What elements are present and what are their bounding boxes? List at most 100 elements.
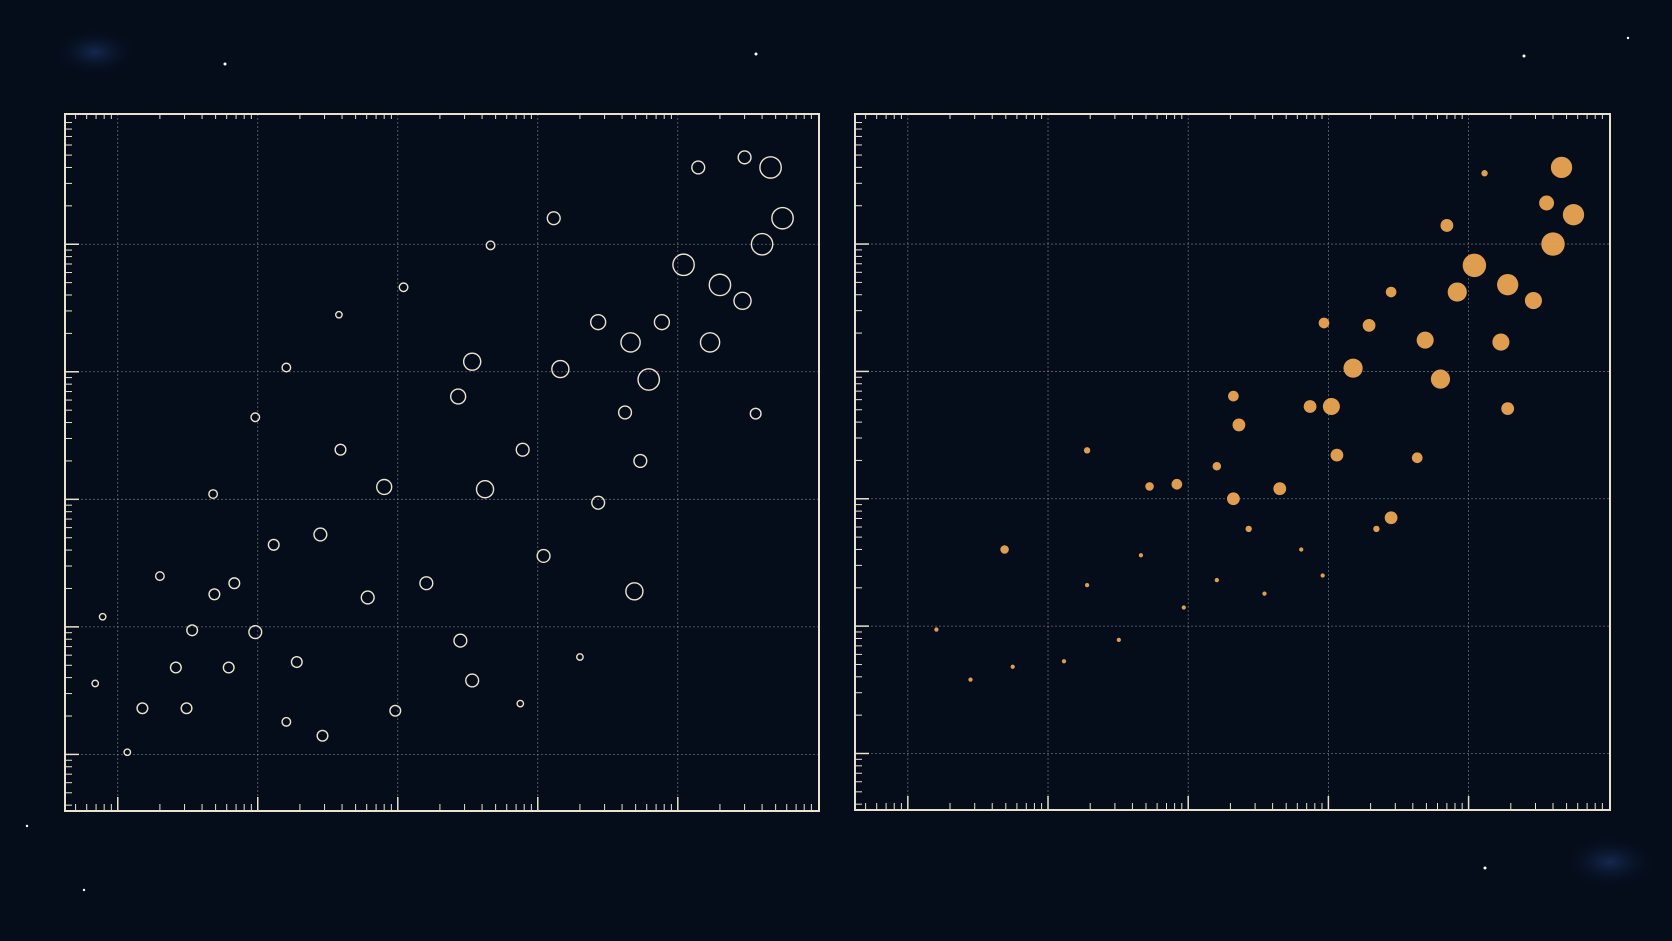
point [1083,447,1091,454]
point [749,407,762,420]
point [699,332,721,353]
point [1562,204,1585,226]
plot [854,113,1611,811]
point [934,627,939,632]
point [180,702,193,715]
point [1318,317,1330,329]
point [1362,318,1376,332]
point [1061,659,1067,664]
point [1145,482,1154,491]
point [576,653,584,661]
point [376,478,393,496]
point [453,633,468,648]
point [1116,637,1121,643]
point [1384,511,1398,525]
point [1462,253,1487,278]
point [771,206,794,230]
point [485,240,496,251]
point [551,359,570,379]
point [169,661,182,674]
point [1497,273,1519,296]
plot-frame [64,113,820,812]
point [1373,525,1380,533]
point [91,679,100,688]
point [462,352,482,371]
point [465,673,480,688]
point [136,702,149,715]
point [1411,452,1423,464]
point [733,291,752,311]
point [290,656,303,669]
point [281,716,292,727]
plot [64,113,820,812]
point [228,577,241,590]
point [281,362,292,373]
point [1320,573,1325,578]
point [98,612,107,621]
point [389,704,402,717]
point [267,538,280,551]
point [419,576,434,591]
point [1539,195,1555,211]
point [617,405,633,420]
point [1303,400,1317,413]
point [1228,390,1239,402]
point [1181,605,1186,610]
point [536,548,551,564]
point [633,453,648,469]
point [1000,545,1009,554]
plot-frame [854,113,1611,811]
point [968,677,973,682]
point [208,588,221,601]
point [1524,292,1542,310]
point [1416,331,1434,349]
point [1262,591,1267,596]
point [335,310,343,319]
point [186,624,199,637]
point [1010,664,1015,669]
point [625,582,644,601]
point [398,282,409,293]
nebula [50,27,140,77]
point [1322,398,1340,416]
point [208,489,219,500]
point [653,313,671,331]
point [250,412,261,423]
point [1084,582,1090,588]
point [313,527,328,542]
nebula [1560,834,1660,890]
point [1138,553,1144,558]
point [1171,478,1183,490]
point [1273,482,1287,496]
point [1232,418,1246,432]
point [475,480,495,499]
point [672,253,695,277]
stars [25,36,1630,892]
point [591,495,606,510]
point [1550,156,1573,179]
point [1541,232,1565,256]
point [123,748,132,757]
point [750,232,774,256]
point [360,590,375,605]
point [450,388,467,405]
point [1447,282,1467,302]
point [759,156,782,179]
point [334,443,347,456]
point [691,160,706,175]
point [222,661,235,674]
point [516,699,525,708]
point [590,313,607,331]
point [1481,170,1488,177]
point [620,332,641,353]
point [1501,402,1515,416]
point [154,571,165,582]
point [708,273,732,297]
point [1226,492,1240,506]
point [637,368,661,391]
point [1212,461,1222,471]
point [515,442,530,457]
point [546,211,561,226]
